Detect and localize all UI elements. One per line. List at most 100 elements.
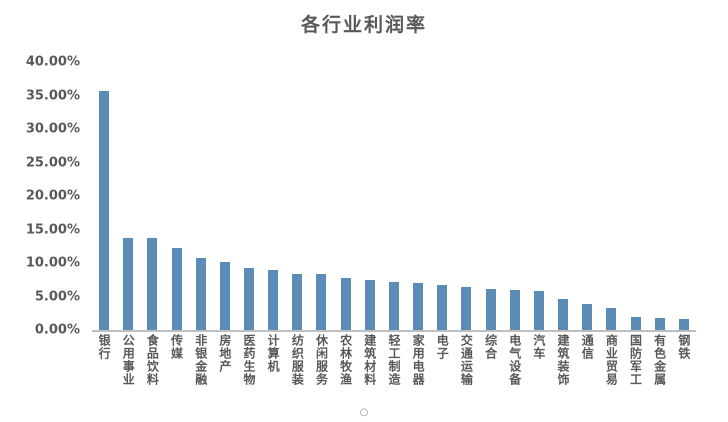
bar-slot — [648, 62, 672, 330]
x-axis-label: 银行 — [97, 334, 112, 360]
x-label-slot: 休闲服务 — [309, 334, 333, 414]
bar — [413, 283, 424, 330]
x-axis-label: 电气设备 — [507, 334, 522, 386]
bar — [364, 280, 375, 330]
y-axis-tick-label: 40.00% — [25, 54, 80, 70]
bar-slot — [116, 62, 140, 330]
x-axis-label: 传媒 — [169, 334, 184, 360]
x-label-slot: 通信 — [575, 334, 599, 414]
y-axis-tick-label: 25.00% — [25, 155, 80, 170]
bar-slot — [527, 62, 551, 330]
x-axis-label: 农林牧渔 — [338, 334, 353, 386]
chart-title: 各行业利润率 — [300, 14, 427, 36]
x-label-slot: 农林牧渔 — [334, 334, 358, 414]
x-label-slot: 房地产 — [213, 334, 237, 414]
bar-slot — [382, 62, 406, 330]
x-label-slot: 电子 — [430, 334, 454, 414]
x-axis-label: 休闲服务 — [314, 334, 329, 386]
bar-slot — [213, 62, 237, 330]
bar-slot — [358, 62, 382, 330]
bar — [244, 268, 255, 330]
x-label-slot: 钢铁 — [672, 334, 696, 414]
x-axis-label: 公用事业 — [121, 334, 136, 386]
x-axis-label: 国防军工 — [628, 334, 643, 386]
x-axis-label: 家用电器 — [411, 334, 426, 386]
bar — [147, 238, 158, 330]
x-label-slot: 电气设备 — [503, 334, 527, 414]
x-axis-label: 电子 — [435, 334, 450, 360]
x-label-slot: 非银金融 — [189, 334, 213, 414]
bar-slot — [237, 62, 261, 330]
bar — [268, 269, 279, 330]
x-label-slot: 建筑装饰 — [551, 334, 575, 414]
bar — [606, 307, 617, 330]
y-axis-tick-label: 0.00% — [34, 322, 80, 338]
bar-slot — [672, 62, 696, 330]
bar — [630, 317, 641, 330]
bar-slot — [503, 62, 527, 330]
x-axis-label: 建筑装饰 — [556, 334, 571, 386]
x-axis-label: 纺织服装 — [290, 334, 305, 386]
x-label-slot: 公用事业 — [116, 334, 140, 414]
bar — [558, 299, 569, 330]
x-label-slot: 医药生物 — [237, 334, 261, 414]
bar-slot — [623, 62, 647, 330]
y-axis-tick-label: 35.00% — [25, 88, 80, 103]
bar — [654, 317, 665, 330]
x-label-slot: 银行 — [92, 334, 116, 414]
bar — [99, 91, 110, 330]
x-label-slot: 家用电器 — [406, 334, 430, 414]
y-axis-tick-label: 30.00% — [25, 121, 80, 137]
bar-slot — [92, 62, 116, 330]
bar — [509, 290, 520, 330]
bar-series — [92, 62, 696, 330]
bar-slot — [140, 62, 164, 330]
x-axis-label: 有色金属 — [652, 334, 667, 386]
bar-slot — [551, 62, 575, 330]
x-label-slot: 轻工制造 — [382, 334, 406, 414]
x-label-slot: 交通运输 — [454, 334, 478, 414]
x-axis-label: 通信 — [580, 334, 595, 360]
bar — [461, 287, 472, 330]
bar — [340, 277, 351, 330]
bar — [195, 258, 206, 330]
bar — [582, 303, 593, 330]
x-axis-label: 医药生物 — [242, 334, 257, 386]
bar-slot — [334, 62, 358, 330]
x-label-slot: 有色金属 — [648, 334, 672, 414]
x-axis-label: 钢铁 — [676, 334, 691, 360]
x-label-slot: 纺织服装 — [285, 334, 309, 414]
bar — [123, 237, 134, 330]
y-axis-tick-label: 15.00% — [25, 222, 80, 237]
x-axis-labels: 银行 公用事业 食品饮料 传媒 非银金融 房地产 医药生物 计算机 纺织服装 休闲服务 农林牧渔 建筑… — [92, 334, 696, 414]
y-axis-tick-label: 5.00% — [34, 289, 80, 304]
bar — [171, 247, 182, 330]
bar-slot — [309, 62, 333, 330]
x-axis-label: 非银金融 — [193, 334, 208, 386]
bar-slot — [599, 62, 623, 330]
x-axis-label: 建筑材料 — [362, 334, 377, 386]
x-axis-label: 综合 — [483, 334, 498, 360]
bar — [533, 291, 544, 330]
bar-slot — [285, 62, 309, 330]
x-label-slot: 传媒 — [164, 334, 188, 414]
x-axis-label: 轻工制造 — [386, 334, 401, 386]
x-label-slot: 建筑材料 — [358, 334, 382, 414]
bar-slot — [261, 62, 285, 330]
x-axis-label: 食品饮料 — [145, 334, 160, 386]
bar — [485, 289, 496, 330]
x-label-slot: 计算机 — [261, 334, 285, 414]
bar — [437, 285, 448, 330]
plot-area: 40.00% 35.00% 30.00% 25.00% 20.00% 15.00% 10.0… — [26, 55, 696, 338]
x-axis-label: 计算机 — [266, 334, 281, 373]
x-label-slot: 汽车 — [527, 334, 551, 414]
bar — [316, 274, 327, 330]
bar-slot — [430, 62, 454, 330]
bar — [678, 319, 689, 330]
bar — [219, 262, 230, 330]
bar-slot — [479, 62, 503, 330]
bar-slot — [189, 62, 213, 330]
bar-slot — [164, 62, 188, 330]
x-label-slot: 国防军工 — [623, 334, 647, 414]
